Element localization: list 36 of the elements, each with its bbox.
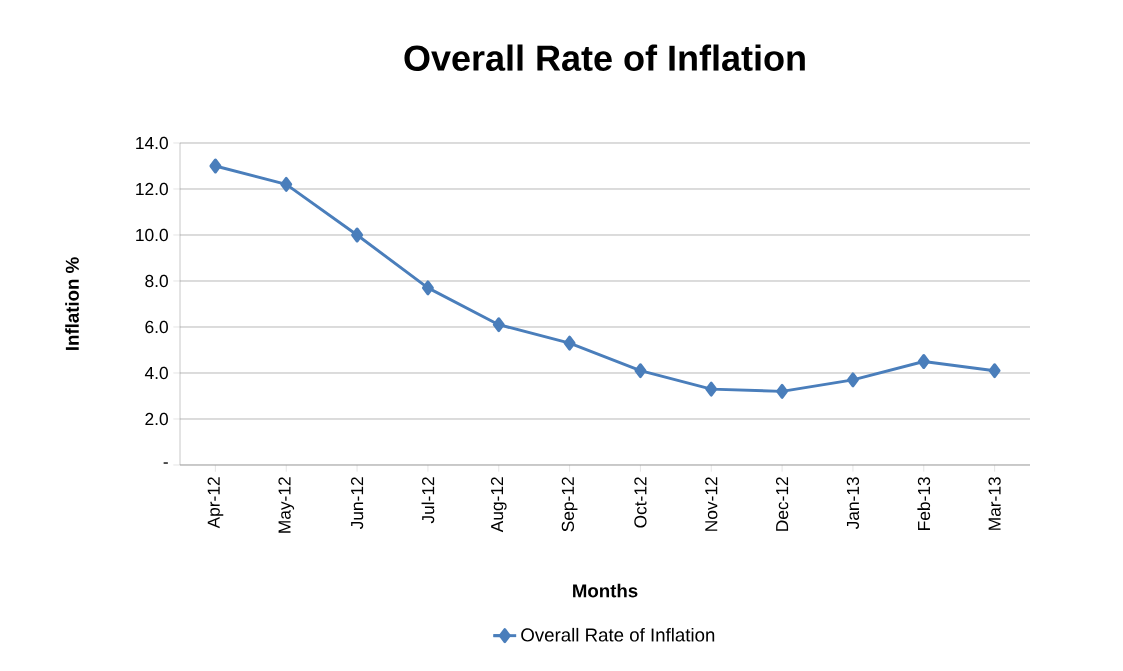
point	[988, 363, 1001, 379]
point	[563, 335, 576, 351]
chart-title: Overall Rate of Inflation	[404, 44, 805, 71]
y-tick-label: 2.0	[145, 412, 168, 426]
x-tick-label: Jan-13	[846, 477, 860, 530]
x-tick-label: Jun-12	[350, 477, 364, 530]
y-tick-label: 6.0	[145, 320, 168, 334]
y-tick-label: 10.0	[136, 228, 168, 242]
legend-label: Overall Rate of Inflation	[521, 627, 715, 642]
point	[846, 372, 859, 388]
x-tick-label: Oct-12	[634, 477, 647, 528]
point	[421, 280, 434, 296]
x-tick-label: Jul-12	[421, 477, 435, 524]
point	[917, 354, 930, 369]
y-tick-label: 12.0	[136, 182, 168, 196]
x-tick-label: May-12	[278, 477, 295, 533]
point	[351, 227, 364, 243]
y-tick-label: 14.0	[136, 136, 168, 150]
y-tick-label: -	[163, 462, 168, 464]
point	[634, 363, 647, 379]
point	[209, 158, 222, 174]
point	[492, 317, 505, 333]
x-axis-title: Months	[573, 583, 638, 598]
x-tick-label: Dec-12	[775, 477, 789, 531]
x-tick-label: Apr-12	[207, 477, 224, 529]
x-tick-label: Nov-12	[705, 477, 718, 531]
x-tick-label: Feb-13	[917, 477, 931, 530]
point	[705, 381, 718, 397]
y-axis-title: Inflation %	[65, 257, 79, 350]
x-tick-label: Mar-13	[988, 477, 1001, 530]
y-tick-label: 4.0	[144, 366, 168, 380]
x-tick-label: Sep-12	[561, 477, 578, 532]
point	[280, 176, 293, 192]
y-tick-label: 8.0	[145, 274, 168, 288]
x-tick-label: Aug-12	[490, 477, 507, 533]
point	[776, 383, 789, 399]
